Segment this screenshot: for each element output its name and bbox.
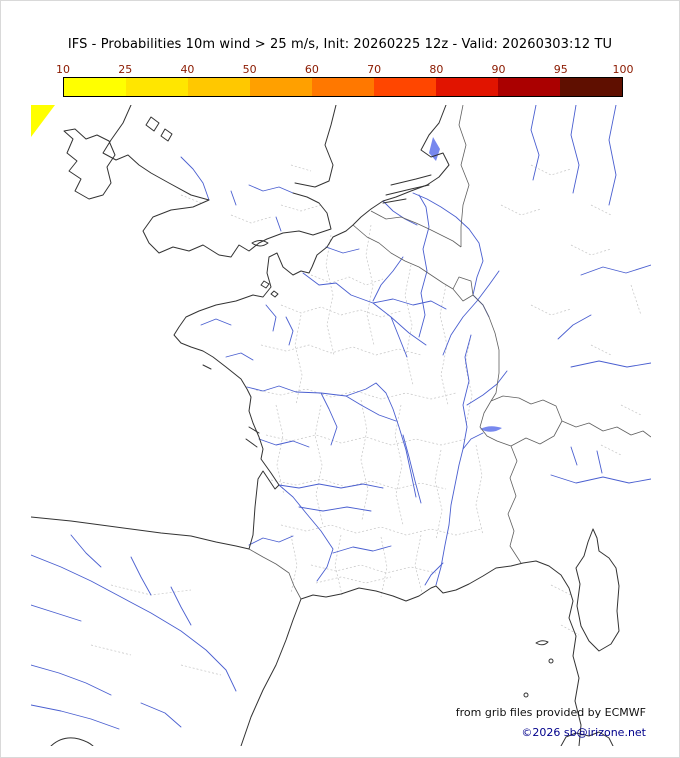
- colorbar-tick-label: 50: [242, 63, 257, 76]
- colorbar-tick-label: 95: [553, 63, 568, 76]
- colorbar-tick-label: 70: [367, 63, 382, 76]
- island-tiny-2: [548, 658, 554, 664]
- colorbar-tick-label: 25: [118, 63, 133, 76]
- lake-ijsselmeer: [429, 137, 440, 161]
- coast-spain-east: [240, 598, 302, 746]
- coast-east-anglia: [294, 105, 337, 188]
- colorbar-segment: [64, 78, 126, 96]
- colorbar-segment: [250, 78, 312, 96]
- island-balearic: [50, 737, 94, 746]
- island-sardinia: [560, 731, 614, 746]
- colorbar-ticks: 10 25 40 50 60 70 80 90 95 100: [56, 63, 634, 77]
- colorbar-segment: [312, 78, 374, 96]
- colorbar-segment: [498, 78, 560, 96]
- colorbar-segment: [126, 78, 188, 96]
- island-small-1: [145, 116, 160, 132]
- coast-delta-island-3: [382, 198, 407, 204]
- colorbar-tick-label: 60: [304, 63, 319, 76]
- colorbar: 10 25 40 50 60 70 80 90 95 100: [56, 63, 634, 101]
- coast-mediterranean: [300, 560, 582, 746]
- coast-continent-west: [31, 105, 450, 550]
- island-elba: [535, 640, 549, 646]
- island-jersey: [270, 290, 279, 298]
- coast-ireland: [63, 128, 116, 200]
- credit-source: from grib files provided by ECMWF: [455, 706, 646, 719]
- island-oleron: [245, 438, 258, 448]
- island-re: [248, 426, 260, 434]
- coast-delta-island-2: [385, 184, 430, 196]
- coast-great-britain: [102, 105, 332, 258]
- colorbar-tick-label: 40: [180, 63, 195, 76]
- colorbar-segment: [560, 78, 622, 96]
- island-small-2: [160, 128, 173, 142]
- island-isle-of-wight: [251, 240, 269, 247]
- lake-geneva: [480, 426, 502, 432]
- map-svg: [31, 105, 651, 746]
- rivers-group: [31, 105, 651, 730]
- island-corsica: [575, 528, 620, 652]
- colorbar-tick-label: 80: [429, 63, 444, 76]
- colorbar-segment: [374, 78, 436, 96]
- department-borders-group: [90, 164, 642, 676]
- island-tiny-1: [523, 692, 529, 698]
- colorbar-tick-label: 100: [612, 63, 634, 76]
- probability-area-group: [31, 105, 55, 137]
- colorbar-bar: [63, 77, 623, 97]
- page-title: IFS - Probabilities 10m wind > 25 m/s, I…: [67, 37, 613, 52]
- map-canvas: [31, 105, 651, 746]
- coastlines-group: [31, 105, 620, 746]
- country-borders-group: [248, 105, 651, 600]
- island-belle-ile: [202, 364, 212, 370]
- probability-patch: [31, 105, 55, 137]
- island-guernsey: [260, 280, 270, 289]
- credit-copyright: ©2026 sb@irizone.net: [521, 726, 646, 739]
- colorbar-tick-label: 90: [491, 63, 506, 76]
- lakes-group: [429, 137, 502, 432]
- coast-delta-island-1: [390, 174, 432, 186]
- colorbar-tick-label: 10: [56, 63, 70, 76]
- colorbar-segment: [436, 78, 498, 96]
- colorbar-segment: [188, 78, 250, 96]
